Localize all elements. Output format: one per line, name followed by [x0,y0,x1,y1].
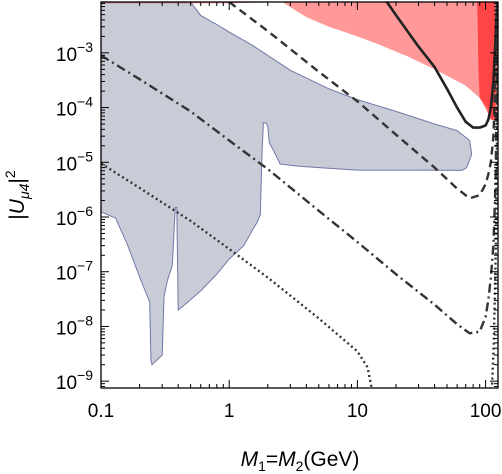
x-tick-label: 0.1 [88,401,114,422]
exclusion-regions [101,2,498,366]
y-tick-label: 10−9 [56,367,93,394]
x-axis-title: M1=M2(GeV) [241,448,360,474]
y-axis-title: |Uμ4|2 [2,170,32,220]
series-line-4 [101,162,373,388]
y-tick-label: 10−4 [56,94,93,121]
exclusion-region-2 [101,2,498,120]
y-tick-label: 10−6 [56,203,93,230]
series-line-1 [385,2,498,129]
plot-frame [100,1,499,389]
series-line-5 [490,2,498,388]
x-tick-label: 10 [347,401,368,422]
exclusion-region-1 [101,2,473,366]
tick-labels: 0.1 1 10 100 10−3 10−4 10−5 10−6 10−7 10−8 10−9 [56,39,502,422]
y-tick-label: 10−3 [56,39,93,66]
x-tick-label: 100 [470,401,502,422]
x-tick-label: 1 [224,401,235,422]
y-tick-label: 10−8 [56,312,93,339]
y-tick-label: 10−7 [56,258,93,285]
axis-ticks [100,2,498,388]
y-tick-label: 10−5 [56,148,93,175]
exclusion-region-3 [477,2,496,120]
